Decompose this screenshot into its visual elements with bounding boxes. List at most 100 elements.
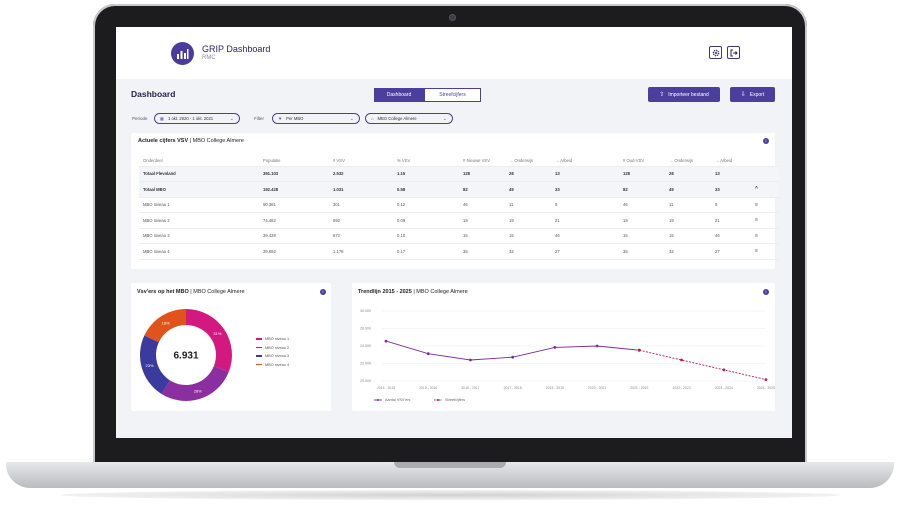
data-point[interactable] — [469, 358, 472, 362]
column-header: % VSV — [397, 155, 463, 167]
row-label: Totaal MBO — [139, 181, 263, 198]
legend-label[interactable]: Streefcijfers — [445, 398, 465, 402]
table-row[interactable]: MBO niveau 1 90.381 301 0.12 46 11 9 46 11 9 ≡ — [139, 197, 779, 213]
x-tick-label: 2016 - 2017 — [461, 386, 479, 390]
laptop-notch — [394, 462, 506, 468]
collapse-icon[interactable]: ^ — [755, 181, 779, 198]
legend-item[interactable]: MBO niveau 4 — [256, 363, 289, 367]
x-tick-label: 2022 - 2023 — [673, 386, 691, 390]
info-icon[interactable]: i — [320, 289, 326, 295]
table-cell: 46 — [623, 197, 669, 213]
data-point[interactable] — [426, 352, 430, 356]
table-body: Totaal Flevoland 391.103 2.532 1.15 128 28 13 1… — [139, 166, 779, 260]
donut-slice[interactable] — [140, 335, 170, 394]
data-point[interactable] — [511, 355, 515, 359]
data-point[interactable] — [384, 339, 388, 343]
trend-line-chart: 30.000 28.000 24.000 22.000 20.000 2014 - 201… — [360, 309, 775, 402]
export-button[interactable]: ⇩ Export — [730, 87, 775, 102]
app-subtitle: RMC — [202, 55, 216, 61]
list-icon[interactable]: ≡ — [755, 197, 779, 213]
period-select[interactable]: ▦ 1 okt. 2020 - 1 okt. 2021 ⌄ — [154, 113, 240, 124]
legend-item[interactable]: MBO niveau 1 — [256, 337, 289, 341]
table-cell: 33 — [715, 181, 755, 198]
table-cell: 301 — [333, 197, 397, 213]
chevron-down-icon: ⌄ — [442, 115, 447, 122]
data-point[interactable] — [553, 346, 557, 349]
table-cell: 15 — [463, 228, 509, 244]
info-icon[interactable]: i — [763, 289, 769, 295]
logo[interactable] — [171, 42, 194, 65]
legend-swatch — [256, 355, 262, 357]
import-button[interactable]: ⇧ Importeer bestand — [648, 87, 720, 102]
import-label: Importeer bestand — [668, 91, 709, 98]
table-cell: 19 — [623, 212, 669, 229]
donut-card-title: Vsv'ers op het MBO | MBO College Almere — [137, 289, 245, 295]
download-icon: ⇩ — [740, 92, 746, 98]
donut-slice[interactable] — [144, 309, 186, 343]
legend-item[interactable]: MBO niveau 3 — [256, 354, 289, 358]
logout-button[interactable] — [727, 46, 740, 59]
donut-chart: 31% 28% 23% 18% 6.931 — [140, 309, 232, 401]
data-point[interactable] — [722, 368, 726, 372]
donut-card-title-rest: | MBO College Almere — [190, 289, 245, 295]
table-cell: 0.12 — [397, 197, 463, 213]
list-icon[interactable]: ≡ — [755, 243, 779, 260]
filter-select[interactable]: ▼ Per MBO ⌄ — [272, 113, 360, 124]
legend-label[interactable]: Aantal VSV'ers — [385, 398, 411, 402]
data-point[interactable] — [637, 348, 641, 352]
table-cell: 1.031 — [333, 181, 397, 198]
table-cell: 128 — [623, 166, 669, 182]
logout-icon — [730, 49, 738, 56]
legend-item[interactable]: MBO niveau 2 — [256, 346, 289, 350]
table-cell: 33 — [555, 181, 623, 198]
row-label: MBO niveau 4 — [139, 243, 263, 260]
row-label: MBO niveau 1 — [139, 197, 263, 213]
table-row[interactable]: MBO niveau 2 74.482 592 0.09 19 19 21 19 19 21 ≡ — [139, 212, 779, 229]
filter-label: Filter — [254, 116, 264, 121]
x-tick-label: 2020 - 2021 — [588, 386, 606, 390]
settings-button[interactable] — [709, 46, 722, 59]
table-cell: 391.103 — [263, 166, 333, 182]
table-cell: 15 — [623, 228, 669, 244]
table-cell: 82 — [623, 181, 669, 198]
column-header: # VSV — [333, 155, 397, 167]
laptop-shadow — [60, 490, 840, 500]
legend-label: MBO niveau 1 — [265, 337, 290, 341]
table-row[interactable]: Totaal Flevoland 391.103 2.532 1.15 128 28 13 1… — [139, 166, 779, 182]
view-tabs: Dashboard Streefcijfers — [374, 88, 481, 102]
column-header: → Onderwijs — [669, 155, 715, 167]
data-point[interactable] — [764, 378, 768, 381]
info-icon[interactable]: i — [763, 138, 769, 144]
table-cell: 2.532 — [333, 166, 397, 182]
list-icon[interactable]: ≡ — [755, 212, 779, 229]
table-cell: 672 — [333, 228, 397, 244]
x-tick-label: 2018 - 2019 — [546, 386, 564, 390]
tab-dashboard[interactable]: Dashboard — [374, 88, 424, 102]
chevron-down-icon: ⌄ — [349, 115, 354, 122]
table-row[interactable]: MBO niveau 3 39.428 672 0.10 15 15 46 15 15 46 ≡ — [139, 228, 779, 244]
school-select[interactable]: ⌂ MBO College Almere ⌄ — [365, 113, 453, 124]
data-point[interactable] — [595, 344, 599, 348]
legend-label: MBO niveau 2 — [265, 345, 290, 350]
donut-slice[interactable] — [186, 309, 232, 372]
table-cell: 19 — [463, 212, 509, 229]
data-point[interactable] — [680, 358, 683, 362]
app-screen: GRIP Dashboard RMC Dashboard Dashboard S… — [116, 27, 792, 438]
table-cell: 46 — [715, 228, 755, 244]
donut-card: Vsv'ers op het MBO | MBO College Almere … — [131, 283, 331, 411]
donut-slice[interactable] — [161, 366, 229, 401]
legend-swatch — [256, 338, 262, 340]
table-cell: 1.15 — [397, 166, 463, 182]
table-row[interactable]: MBO niveau 4 39.692 1.178 0.17 35 32 27 35 32 27 ≡ — [139, 243, 779, 260]
tab-streefcijfers[interactable]: Streefcijfers — [424, 88, 481, 102]
table-cell: 32 — [509, 243, 555, 260]
table-cell: 21 — [715, 212, 755, 229]
table-cell: 0.58 — [397, 181, 463, 198]
camera-icon — [449, 14, 456, 21]
table-cell: 35 — [623, 243, 669, 260]
table-row[interactable]: Totaal MBO 192.428 1.031 0.58 82 49 33 82 49 33 ^ — [139, 181, 779, 198]
trend-card-title: Trendlijn 2015 - 2025 | MBO College Alme… — [358, 289, 468, 295]
legend-label: MBO niveau 3 — [265, 354, 290, 358]
table-card-title-rest: | MBO College Almere — [189, 138, 244, 144]
list-icon[interactable]: ≡ — [755, 228, 779, 244]
